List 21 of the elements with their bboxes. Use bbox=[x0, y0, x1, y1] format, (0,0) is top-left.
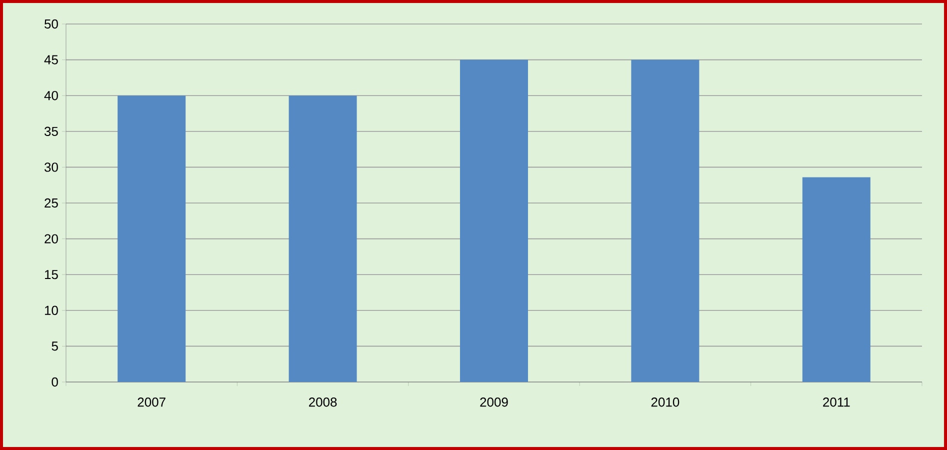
x-tick-label: 2007 bbox=[138, 398, 166, 407]
y-tick-label: 35 bbox=[44, 126, 58, 136]
x-tick-label: 2009 bbox=[480, 398, 508, 407]
bar bbox=[631, 60, 700, 382]
bar bbox=[802, 177, 870, 382]
y-tick-label: 25 bbox=[44, 198, 58, 208]
bar bbox=[118, 96, 186, 382]
bar bbox=[460, 60, 528, 382]
y-tick-label: 0 bbox=[52, 377, 58, 387]
x-tick-label: 2010 bbox=[651, 398, 680, 407]
y-tick-label: 40 bbox=[44, 90, 58, 100]
y-tick-label: 30 bbox=[44, 162, 58, 172]
y-tick-label: 45 bbox=[44, 55, 58, 64]
y-tick-label: 10 bbox=[44, 306, 58, 315]
x-tick-label: 2011 bbox=[823, 398, 850, 407]
y-tick-label: 50 bbox=[44, 19, 58, 29]
y-tick-label: 5 bbox=[52, 342, 58, 351]
y-tick-label: 20 bbox=[44, 234, 58, 244]
x-tick-label: 2008 bbox=[309, 398, 337, 407]
bar bbox=[288, 96, 357, 382]
y-tick-label: 15 bbox=[44, 270, 58, 280]
